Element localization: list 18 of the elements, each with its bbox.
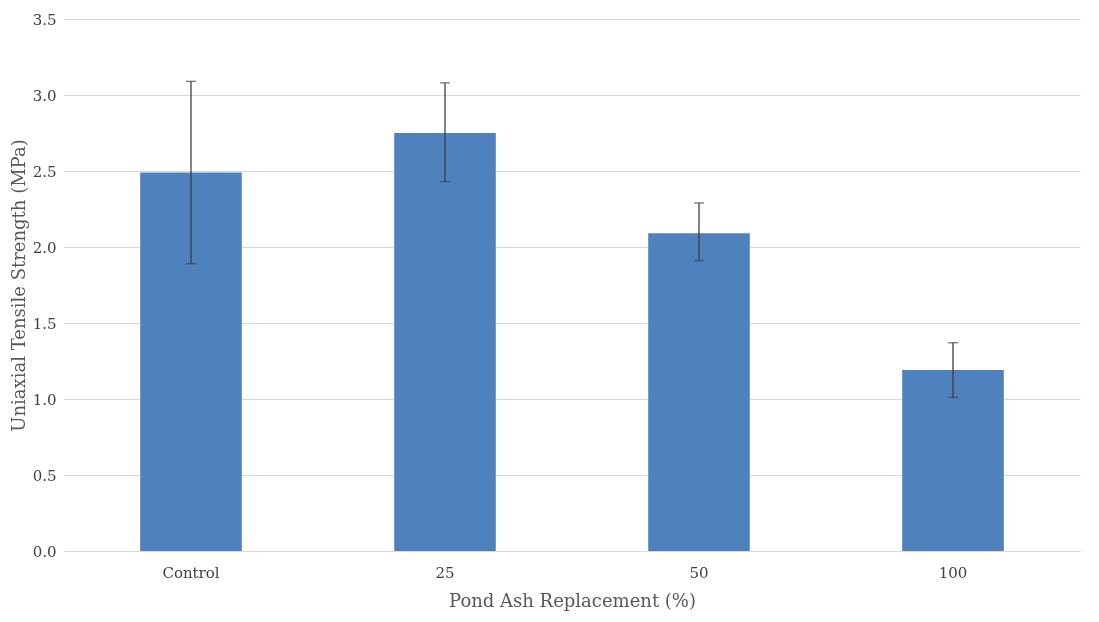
bar bbox=[140, 172, 242, 551]
y-tick-label: 1.0 bbox=[32, 390, 57, 409]
bar bbox=[902, 370, 1004, 551]
bar bbox=[648, 233, 750, 551]
x-axis-title: Pond Ash Replacement (%) bbox=[449, 589, 696, 611]
x-tick-label: Control bbox=[162, 563, 220, 582]
bar bbox=[394, 133, 496, 551]
y-tick-label: 3.0 bbox=[32, 86, 57, 105]
x-tick-label: 50 bbox=[689, 563, 709, 582]
y-tick-label: 0.0 bbox=[32, 542, 57, 561]
x-tick-label: 100 bbox=[938, 563, 968, 582]
y-axis-title: Uniaxial Tensile Strength (MPa) bbox=[7, 139, 29, 432]
y-tick-label: 1.5 bbox=[32, 314, 57, 333]
x-tick-label: 25 bbox=[435, 563, 455, 582]
y-tick-label: 3.5 bbox=[32, 10, 57, 29]
y-tick-label: 2.5 bbox=[32, 162, 57, 181]
y-tick-label: 0.5 bbox=[32, 466, 57, 485]
y-tick-label: 2.0 bbox=[32, 238, 57, 257]
